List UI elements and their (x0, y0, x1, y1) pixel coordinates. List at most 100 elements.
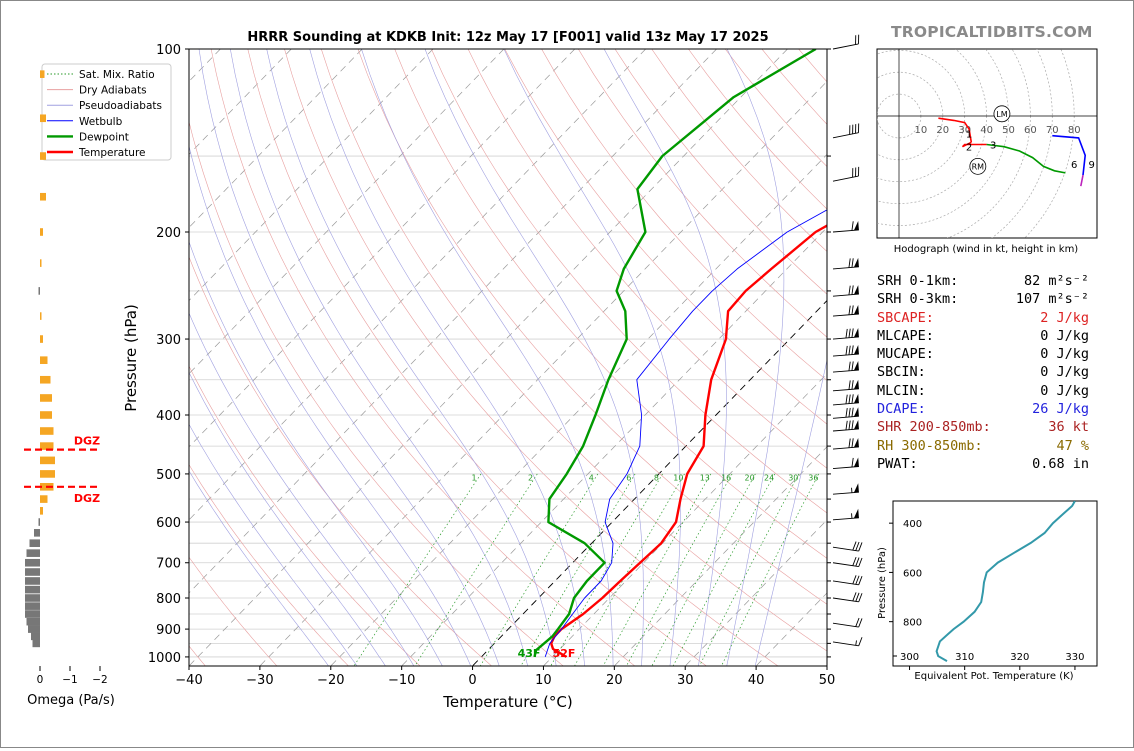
mixing-ratio-line (672, 474, 774, 667)
moist-adiabat-line (425, 49, 644, 667)
moist-adiabat-line (148, 49, 444, 667)
barb-staff (833, 563, 859, 567)
barb-staff (833, 370, 859, 372)
thetae-x-tick-label: 310 (955, 652, 974, 663)
mixing-ratio-label: 24 (764, 473, 774, 482)
mixing-ratio-line (574, 474, 685, 667)
barb-flag (852, 258, 853, 267)
chart-title: HRRR Sounding at KDKB Init: 12z May 17 [… (247, 30, 768, 45)
wind-barb (833, 592, 862, 601)
moist-adiabat-line (310, 49, 585, 667)
barb-flag (846, 421, 847, 430)
hodo-ring-label: 70 (1046, 125, 1059, 136)
omega-bar (40, 457, 55, 465)
wind-barb (833, 438, 859, 449)
param-row: SRH 0-1km: 82 m²s⁻² (877, 273, 1089, 291)
mixing-ratio-line (699, 474, 799, 667)
barb-flag (853, 557, 856, 566)
omega-tick-label: −1 (62, 674, 77, 686)
param-row: SBCAPE: 2 J/kg (877, 310, 1089, 328)
thetae-x-tick-label: 300 (900, 652, 919, 663)
barb-staff (833, 176, 858, 181)
barb-pennant (854, 258, 859, 267)
omega-tick-label: −2 (92, 674, 107, 686)
omega-bar (40, 259, 42, 267)
barb-staff (833, 598, 859, 602)
param-value: 0 J/kg (1040, 328, 1089, 344)
thetae-y-tick-label: 800 (903, 618, 922, 629)
barb-flag (859, 542, 862, 551)
wind-barb (833, 258, 859, 269)
moist-adiabat-line (604, 49, 726, 667)
wind-barb (833, 618, 862, 627)
barb-flag (852, 458, 853, 467)
hodo-ring-label: 40 (980, 125, 993, 136)
x-tick-label: 20 (606, 673, 623, 688)
wind-barb (833, 557, 862, 566)
dry-adiabat-line (138, 49, 493, 667)
wind-barb (833, 394, 859, 405)
barb-flag (852, 328, 853, 337)
wind-barb (833, 458, 859, 469)
barb-flag (849, 258, 850, 267)
barb-flag (846, 329, 847, 338)
barb-pennant (854, 509, 859, 518)
omega-bar (25, 568, 40, 576)
wind-barb (833, 345, 859, 356)
param-row: SRH 0-3km:107 m²s⁻² (877, 291, 1089, 309)
omega-bar (40, 394, 52, 402)
y-tick-label: 800 (156, 592, 181, 607)
omega-bar (33, 640, 41, 648)
mixing-ratio-line (480, 474, 598, 667)
param-label: SRH 0-3km: (877, 291, 958, 307)
param-label: RH 300-850mb: (877, 438, 983, 454)
param-value: 2 J/kg (1040, 310, 1089, 326)
omega-bar (40, 228, 43, 236)
x-axis-label: Temperature (°C) (442, 693, 572, 711)
param-label: SBCAPE: (877, 310, 934, 326)
param-row: RH 300-850mb:47 % (877, 438, 1089, 456)
param-label: SRH 0-1km: (877, 273, 958, 289)
omega-bar (40, 312, 42, 320)
barb-flag (859, 593, 862, 602)
barb-flag (856, 593, 859, 602)
y-tick-label: 400 (156, 409, 181, 424)
barb-flag (849, 306, 850, 315)
barb-flag (852, 420, 853, 429)
wind-barb (833, 328, 859, 339)
barb-flag (852, 361, 853, 370)
barb-pennant (854, 361, 859, 370)
legend-entry: Temperature (78, 147, 146, 159)
hodo-ring-label: 60 (1024, 125, 1037, 136)
wind-barb (833, 221, 859, 232)
legend-entry: Sat. Mix. Ratio (79, 69, 155, 81)
y-axis-label: Pressure (hPa) (122, 304, 140, 412)
mixing-ratio-label: 2 (528, 473, 533, 482)
barb-staff (833, 518, 859, 520)
omega-bar (40, 152, 46, 160)
moist-adiabat-line (362, 49, 614, 667)
mixing-ratio-line (721, 474, 819, 667)
barb-pennant (854, 328, 859, 337)
hodo-height-label: 9 (1089, 160, 1095, 171)
barb-flag (853, 542, 856, 551)
y-tick-label: 200 (156, 226, 181, 241)
hodo-ring-label: 10 (915, 125, 928, 136)
param-value: 82 m²s⁻² (1024, 273, 1089, 289)
surface-temperature-label: 52F (553, 647, 576, 660)
omega-bar (39, 518, 41, 526)
mixing-ratio-line (651, 474, 755, 667)
hodo-height-label: 2 (966, 143, 972, 154)
param-value: 36 kt (1048, 419, 1089, 435)
param-row: MUCAPE:0 J/kg (877, 346, 1089, 364)
moist-adiabat-line (172, 49, 472, 667)
y-tick-label: 900 (156, 623, 181, 638)
wind-barb (833, 407, 859, 418)
dgz-label-bottom: DGZ (74, 492, 100, 505)
barb-staff (833, 389, 859, 391)
param-label: MUCAPE: (877, 346, 934, 362)
omega-bar (40, 356, 48, 364)
barb-pennant (854, 438, 859, 447)
x-tick-label: −40 (175, 673, 202, 688)
